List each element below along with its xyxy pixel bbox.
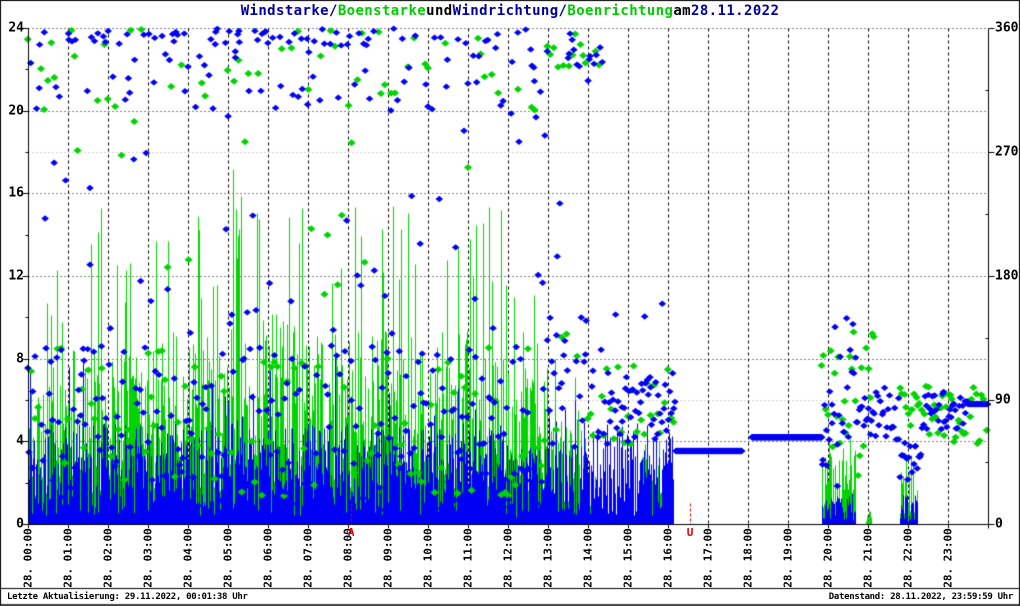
- x-tick-label: 28. 23:00: [941, 528, 955, 588]
- y-left-tick-label: 24: [8, 20, 24, 36]
- x-tick-label: 28. 05:00: [221, 528, 235, 588]
- x-tick-label: 28. 10:00: [421, 528, 435, 588]
- y-left-tick-label: 20: [8, 103, 24, 119]
- x-tick-label: 28. 13:00: [541, 528, 555, 588]
- y-right-tick-label: 180: [995, 268, 1019, 284]
- y-left-tick-label: 16: [8, 185, 24, 201]
- x-tick-label: 28. 22:00: [901, 528, 915, 588]
- data-timestamp-text: Datenstand: 28.11.2022, 23:59:59 Uhr: [828, 592, 1014, 602]
- x-tick-label: 28. 18:00: [741, 528, 755, 588]
- y-right-tick-label: 0: [995, 516, 1003, 532]
- y-right-tick-label: 270: [995, 144, 1019, 160]
- y-left-tick-label: 12: [8, 268, 24, 284]
- x-tick-label: 28. 07:00: [301, 528, 315, 588]
- title-part: 28.11.2022: [691, 3, 780, 19]
- x-tick-label: 28. 12:00: [501, 528, 515, 588]
- x-tick-label: 28. 15:00: [621, 528, 635, 588]
- x-tick-label: 28. 02:00: [101, 528, 115, 588]
- y-right-tick-label: 90: [995, 392, 1011, 408]
- x-tick-label: 28. 14:00: [581, 528, 595, 588]
- x-tick-label: 28. 06:00: [261, 528, 275, 588]
- status-bar: Letzte Aktualisierung: 29.11.2022, 00:01…: [0, 588, 1020, 606]
- title-part: Boenstarke: [337, 3, 427, 19]
- chart-title: Windstarke/Boenstarke und Windrichtung/B…: [0, 3, 1020, 19]
- last-update-text: Letzte Aktualisierung: 29.11.2022, 00:01…: [7, 592, 248, 602]
- x-tick-label: 28. 04:00: [181, 528, 195, 588]
- title-part: Windrichtung/: [452, 3, 568, 19]
- sunset-marker: U: [686, 526, 694, 539]
- x-tick-label: 28. 17:00: [701, 528, 715, 588]
- sunrise-marker: A: [347, 526, 355, 539]
- y-right-tick-label: 360: [995, 20, 1019, 36]
- x-tick-label: 28. 03:00: [141, 528, 155, 588]
- x-tick-label: 28. 09:00: [381, 528, 395, 588]
- y-left-tick-label: 8: [16, 351, 24, 367]
- y-left-tick-label: 0: [16, 516, 24, 532]
- title-part: Boenrichtung: [567, 3, 674, 19]
- x-tick-label: 28. 20:00: [821, 528, 835, 588]
- x-tick-label: 28. 21:00: [861, 528, 875, 588]
- y-left-tick-label: 4: [16, 433, 24, 449]
- x-tick-label: 28. 00:00: [21, 528, 35, 588]
- title-part: am: [673, 3, 692, 19]
- title-part: Windstarke/: [240, 3, 338, 19]
- title-part: und: [426, 3, 453, 19]
- x-tick-label: 28. 19:00: [781, 528, 795, 588]
- x-tick-label: 28. 01:00: [61, 528, 75, 588]
- x-tick-label: 28. 16:00: [661, 528, 675, 588]
- x-tick-label: 28. 11:00: [461, 528, 475, 588]
